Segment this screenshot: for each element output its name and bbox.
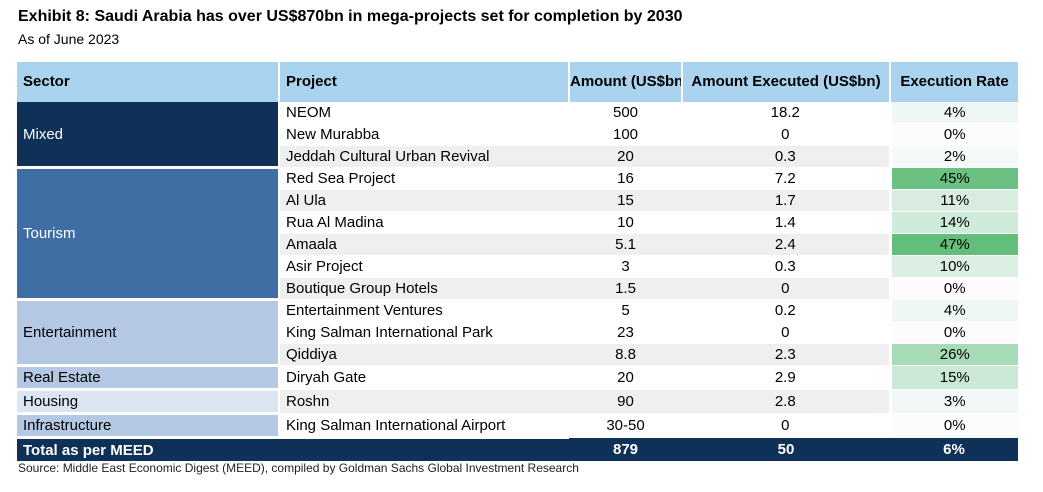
rate-value: 26% [888,343,1018,366]
rate-value: 4% [888,299,1018,322]
executed-value: 18.2 [682,102,890,124]
project-name: Diryah Gate [279,365,569,390]
executed-value: 0 [682,413,890,438]
sector-mixed: Mixed [17,102,280,169]
project-name: Amaala [279,233,569,256]
exhibit-title: Exhibit 8: Saudi Arabia has over US$870b… [18,8,683,25]
amount-value: 5 [569,299,682,322]
total-rate: 6% [890,437,1018,462]
project-name: Entertainment Ventures [279,299,569,322]
project-name: Asir Project [279,255,569,278]
project-name: King Salman International Airport [279,413,569,438]
total-executed: 50 [682,437,890,462]
header-project: Project [278,62,569,102]
rate-value: 10% [888,255,1018,278]
rate-value: 0% [888,321,1018,344]
table-row: King Salman International Park 23 0 0% [17,321,1018,344]
project-name: NEOM [279,102,569,124]
total-amount: 879 [569,437,682,462]
rate-value: 0% [888,277,1018,300]
project-name: Qiddiya [279,343,569,366]
table-row: Infrastructure King Salman International… [17,413,1018,439]
amount-value: 20 [569,145,682,168]
header-amount: Amount (US$bn) [568,62,682,102]
executed-value: 0.3 [682,255,890,278]
table-row: Real Estate Diryah Gate 20 2.9 15% [17,365,1018,391]
executed-value: 2.4 [682,233,890,256]
table-row: Qiddiya 8.8 2.3 26% [17,343,1018,366]
executed-value: 0 [682,321,890,344]
executed-value: 2.3 [682,343,890,366]
rate-value: 15% [888,365,1018,390]
rate-value: 2% [888,145,1018,168]
rate-value: 14% [888,211,1018,234]
amount-value: 20 [569,365,682,390]
amount-value: 23 [569,321,682,344]
table-row: Tourism Red Sea Project 16 7.2 45% [17,167,1018,301]
rate-value: 3% [888,389,1018,414]
rate-value: 47% [888,233,1018,256]
executed-value: 1.4 [682,211,890,234]
project-name: Boutique Group Hotels [279,277,569,300]
rate-value: 0% [888,123,1018,146]
total-row: Total as per MEED 879 50 6% [17,437,1018,462]
project-name: New Murabba [279,123,569,146]
amount-value: 10 [569,211,682,234]
amount-value: 1.5 [569,277,682,300]
total-label: Total as per MEED [17,437,569,462]
table-row: Entertainment Entertainment Ventures 5 0… [17,299,1018,367]
executed-value: 0 [682,277,890,300]
source-note: Source: Middle East Economic Digest (MEE… [18,461,579,475]
table-row: Boutique Group Hotels 1.5 0 0% [17,277,1018,300]
amount-value: 16 [569,167,682,190]
project-name: Rua Al Madina [279,211,569,234]
project-name: King Salman International Park [279,321,569,344]
amount-value: 15 [569,189,682,212]
amount-value: 8.8 [569,343,682,366]
amount-value: 30-50 [569,413,682,438]
rate-value: 11% [888,189,1018,212]
table-row: Al Ula 15 1.7 11% [17,189,1018,212]
project-name: Red Sea Project [279,167,569,190]
sector-entertainment: Entertainment [17,299,280,367]
project-name: Al Ula [279,189,569,212]
executed-value: 0.2 [682,299,890,322]
amount-value: 500 [569,102,682,124]
amount-value: 5.1 [569,233,682,256]
mega-projects-table: Sector Project Amount (US$bn) Amount Exe… [17,62,1018,462]
executed-value: 0 [682,123,890,146]
table-header-row: Sector Project Amount (US$bn) Amount Exe… [17,62,1018,102]
executed-value: 1.7 [682,189,890,212]
sector-real-estate: Real Estate [17,365,280,391]
header-amount-executed: Amount Executed (US$bn) [681,62,890,102]
exhibit-subtitle: As of June 2023 [18,31,120,47]
executed-value: 7.2 [682,167,890,190]
amount-value: 3 [569,255,682,278]
amount-value: 100 [569,123,682,146]
executed-value: 2.9 [682,365,890,390]
executed-value: 0.3 [682,145,890,168]
sector-housing: Housing [17,389,280,415]
rate-value: 45% [888,167,1018,190]
amount-value: 90 [569,389,682,414]
table-row: New Murabba 100 0 0% [17,123,1018,146]
project-name: Roshn [279,389,569,414]
table-row: Rua Al Madina 10 1.4 14% [17,211,1018,234]
table-row: Housing Roshn 90 2.8 3% [17,389,1018,415]
table-row: Jeddah Cultural Urban Revival 20 0.3 2% [17,145,1018,168]
header-sector: Sector [17,62,279,102]
sector-tourism: Tourism [17,167,280,301]
table-row: Amaala 5.1 2.4 47% [17,233,1018,256]
rate-value: 0% [888,413,1018,438]
project-name: Jeddah Cultural Urban Revival [279,145,569,168]
header-execution-rate: Execution Rate [889,62,1018,102]
sector-infrastructure: Infrastructure [17,413,280,439]
table-row: Asir Project 3 0.3 10% [17,255,1018,278]
executed-value: 2.8 [682,389,890,414]
table-row: Mixed NEOM 500 18.2 4% [17,102,1018,169]
rate-value: 4% [888,102,1018,124]
